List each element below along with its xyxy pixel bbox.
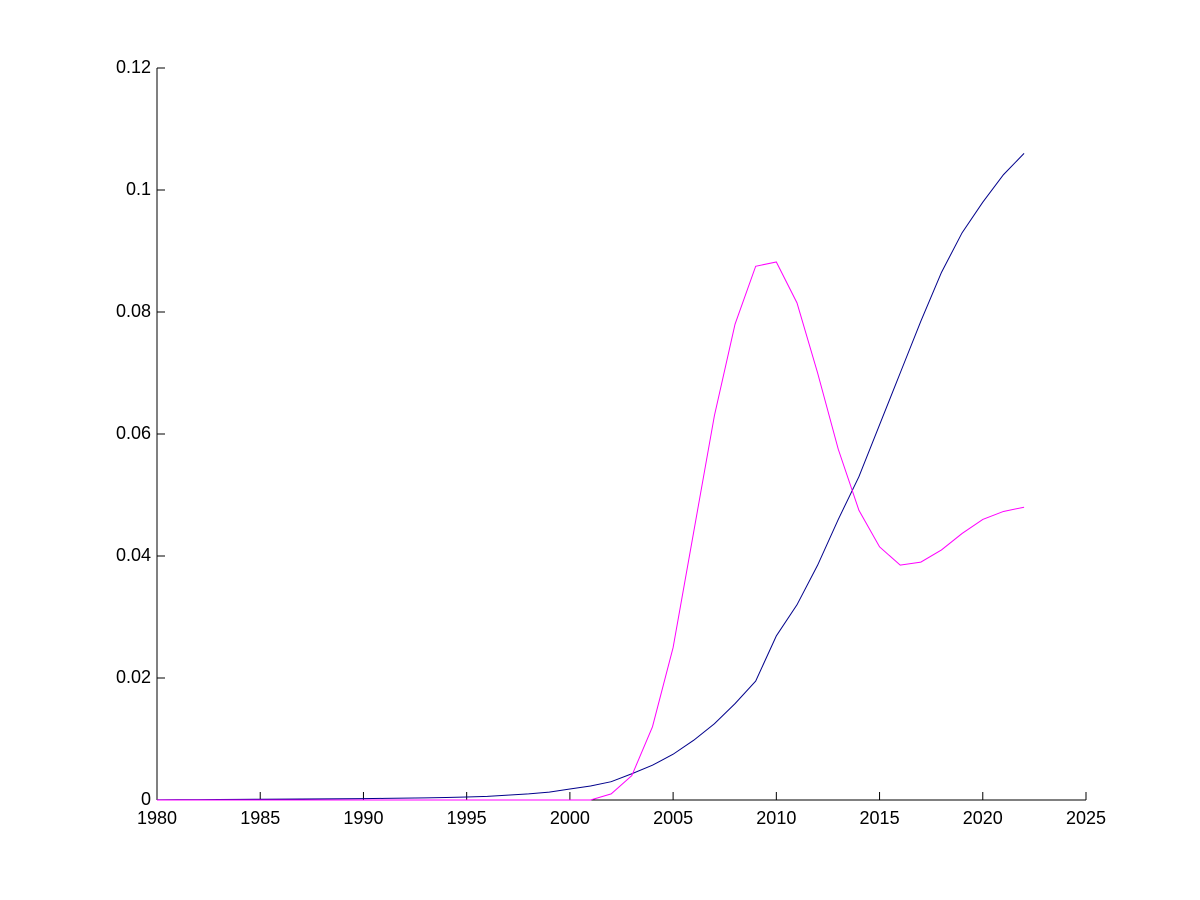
x-tick-label: 2015 xyxy=(860,808,900,828)
series-line xyxy=(157,261,1025,801)
y-tick-label: 0.1 xyxy=(126,179,151,199)
series-line xyxy=(156,153,1025,801)
x-tick-label: 2000 xyxy=(550,808,590,828)
x-tick-label: 1985 xyxy=(240,808,280,828)
x-tick-label: 2010 xyxy=(756,808,796,828)
x-tick-label: 1990 xyxy=(343,808,383,828)
y-tick-label: 0.12 xyxy=(116,57,151,77)
y-tick-label: 0.04 xyxy=(116,545,151,565)
y-tick-label: 0.06 xyxy=(116,423,151,443)
x-tick-label: 2005 xyxy=(653,808,693,828)
y-tick-label: 0.02 xyxy=(116,667,151,687)
x-tick-label: 2020 xyxy=(963,808,1003,828)
x-tick-label: 1980 xyxy=(137,808,177,828)
y-tick-label: 0.08 xyxy=(116,301,151,321)
y-tick-label: 0 xyxy=(141,789,151,809)
x-tick-label: 1995 xyxy=(447,808,487,828)
x-tick-label: 2025 xyxy=(1066,808,1106,828)
